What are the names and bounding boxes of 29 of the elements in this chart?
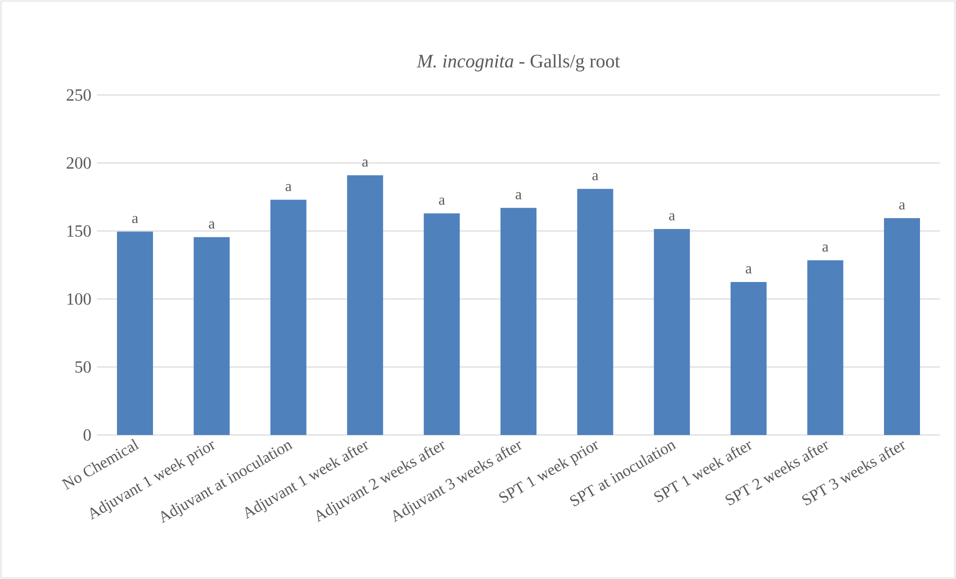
annotation: a (286, 184, 292, 192)
bar (730, 282, 767, 435)
bar (270, 200, 306, 435)
bar (807, 260, 844, 435)
bar (116, 232, 153, 435)
annotation: a (362, 160, 368, 167)
y-tick-label: 50 (75, 361, 91, 373)
annotation: a (899, 202, 906, 210)
bar (424, 213, 460, 435)
bar (884, 218, 920, 435)
annotation: a (746, 266, 752, 274)
annotation: a (516, 192, 522, 200)
annotation: a (438, 198, 445, 205)
bar (347, 175, 384, 435)
annotation: a (822, 244, 828, 252)
annotation: a (208, 221, 215, 229)
bar (194, 237, 230, 435)
annotation: a (669, 213, 676, 220)
y-tick-label: 200 (66, 157, 91, 169)
y-tick-label: 100 (67, 293, 91, 305)
annotation: a (592, 173, 598, 180)
annotation: a (132, 216, 138, 224)
bar (654, 228, 690, 435)
bar (577, 188, 614, 435)
chart-title: M. incognita - Galls/g root (416, 54, 620, 72)
bar (500, 208, 536, 435)
y-tick-label: 250 (66, 89, 91, 101)
y-tick-label: 0 (84, 429, 91, 441)
y-tick-label: 150 (67, 225, 91, 237)
